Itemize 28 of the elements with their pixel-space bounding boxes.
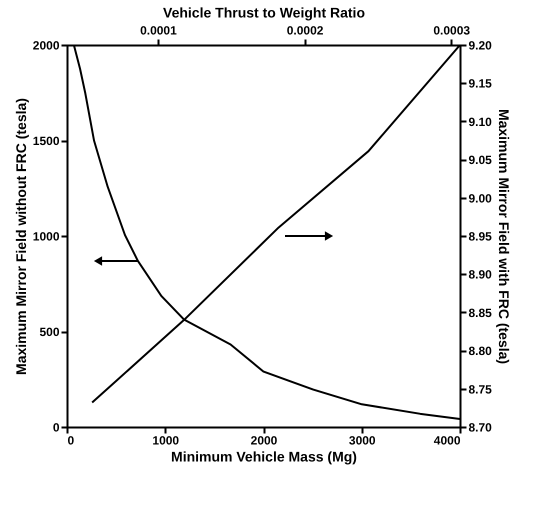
- y2-tick-label: 8.80: [468, 344, 492, 358]
- y2-tick-label: 9.00: [468, 191, 492, 206]
- y2-tick-label: 8.85: [468, 306, 492, 320]
- y-tick-label: 1000: [32, 230, 60, 244]
- x2-axis-title: Vehicle Thrust to Weight Ratio: [163, 4, 365, 20]
- x-tick-label: 4000: [434, 434, 461, 448]
- x-tick-label: 0: [68, 434, 74, 448]
- x2-tick-label: 0.0001: [140, 24, 178, 38]
- x2-tick-label: 0.0002: [286, 24, 324, 38]
- y2-axis-title: Maximum Mirror Field with FRC (tesla): [496, 108, 512, 364]
- y2-tick-label: 8.90: [468, 268, 492, 282]
- x-tick-label: 3000: [348, 434, 376, 448]
- y2-tick-label: 9.10: [468, 114, 492, 129]
- y2-tick-label: 8.95: [468, 230, 492, 244]
- y2-tick-label: 9.15: [468, 76, 492, 91]
- y-tick-label: 1500: [32, 134, 60, 148]
- y2-tick-label: 9.20: [468, 38, 492, 52]
- y2-tick-label: 8.75: [468, 382, 492, 396]
- y2-tick-label: 9.05: [468, 153, 492, 168]
- x-axis-title: Minimum Vehicle Mass (Mg): [171, 448, 357, 464]
- x-tick-label: 2000: [250, 434, 278, 448]
- x2-tick-label: 0.0003: [433, 24, 470, 38]
- y-tick-label: 2000: [32, 38, 60, 52]
- y-axis-title: Maximum Mirror Field without FRC (tesla): [12, 98, 29, 375]
- x-tick-label: 1000: [152, 434, 180, 448]
- y-tick-label: 500: [39, 325, 60, 339]
- y2-tick-label: 8.70: [468, 420, 492, 434]
- y-tick-label: 0: [52, 420, 60, 434]
